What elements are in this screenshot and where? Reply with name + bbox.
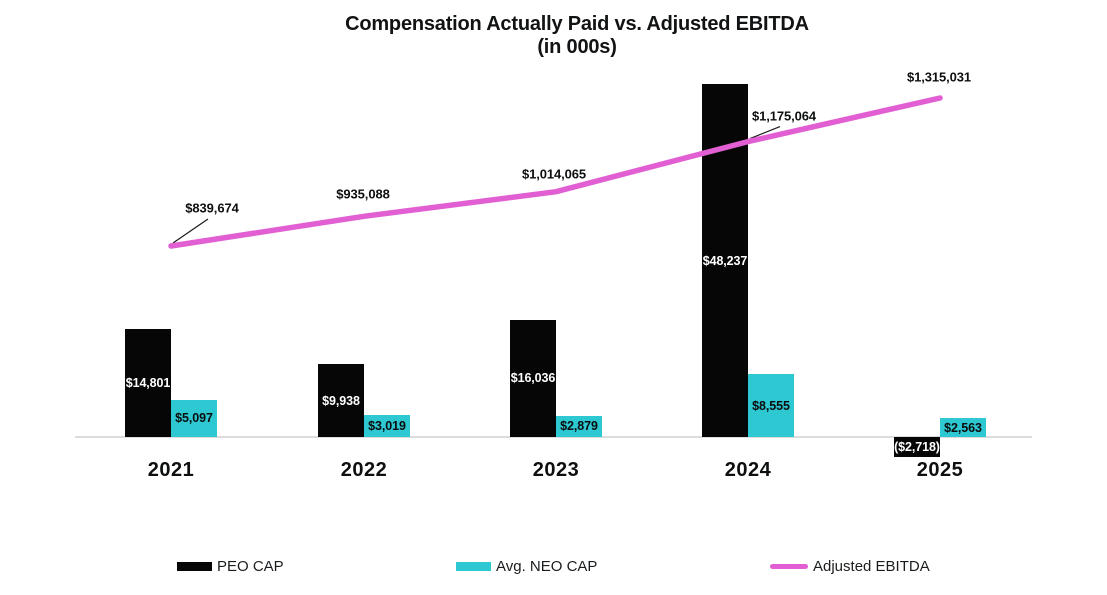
bar-peo-cap-2022: $9,938 [318,364,364,437]
adjusted-ebitda-line-swatch-icon [770,563,808,569]
x-axis-line [75,436,1032,438]
x-axis-label-2024: 2024 [724,459,772,481]
legend: PEO CAP Avg. NEO CAP Adjusted EBITDA [0,556,1107,580]
x-axis-label-2022: 2022 [340,459,388,481]
chart-title: Compensation Actually Paid vs. Adjusted … [47,13,1107,59]
avg-neo-cap-swatch-icon [456,561,491,571]
bar-avg-neo-cap-2023: $2,879 [556,415,602,437]
bar-peo-cap-2024: $48,237 [702,84,748,437]
line-value-label-2021: $839,674 [185,200,239,216]
line-value-label-2023: $1,014,065 [521,166,587,182]
legend-item-adjusted-ebitda: Adjusted EBITDA [770,556,930,576]
peo-cap-swatch-icon [177,561,212,571]
bar-peo-cap-2025: ($2,718) [894,437,940,457]
bar-value-label: $5,097 [175,411,213,426]
bar-avg-neo-cap-2021: $5,097 [171,399,217,437]
line-value-label-2022: $935,088 [336,186,390,202]
bar-avg-neo-cap-2025: $2,563 [940,418,986,437]
legend-label-avg-neo-cap: Avg. NEO CAP [496,557,598,575]
legend-item-avg-neo-cap: Avg. NEO CAP [456,556,597,576]
bar-value-label: $2,563 [944,420,982,435]
x-axis-label-2023: 2023 [532,459,580,481]
bar-avg-neo-cap-2024: $8,555 [748,374,794,437]
chart-title-line2: (in 000s) [537,36,617,58]
label-leader-line [749,126,781,140]
bar-value-label: $2,879 [560,419,598,434]
bar-value-label: $16,036 [510,371,556,386]
bar-value-label: $9,938 [322,393,360,408]
bar-avg-neo-cap-2022: $3,019 [364,414,410,437]
legend-label-adjusted-ebitda: Adjusted EBITDA [813,557,930,575]
legend-label-peo-cap: PEO CAP [217,557,284,575]
bar-value-label: ($2,718) [894,439,940,454]
bar-peo-cap-2023: $16,036 [510,319,556,437]
bar-value-label: $48,237 [702,253,748,268]
chart-title-line1: Compensation Actually Paid vs. Adjusted … [345,13,809,35]
label-leader-line [172,218,209,244]
bar-value-label: $3,019 [368,418,406,433]
line-value-label-2025: $1,315,031 [906,69,972,85]
x-axis-label-2025: 2025 [916,459,964,481]
bar-value-label: $8,555 [752,398,790,413]
legend-item-peo-cap: PEO CAP [177,556,284,576]
x-axis-label-2021: 2021 [147,459,195,481]
bar-value-label: $14,801 [125,375,171,390]
line-value-label-2024: $1,175,064 [751,108,817,124]
bar-peo-cap-2021: $14,801 [125,328,171,437]
